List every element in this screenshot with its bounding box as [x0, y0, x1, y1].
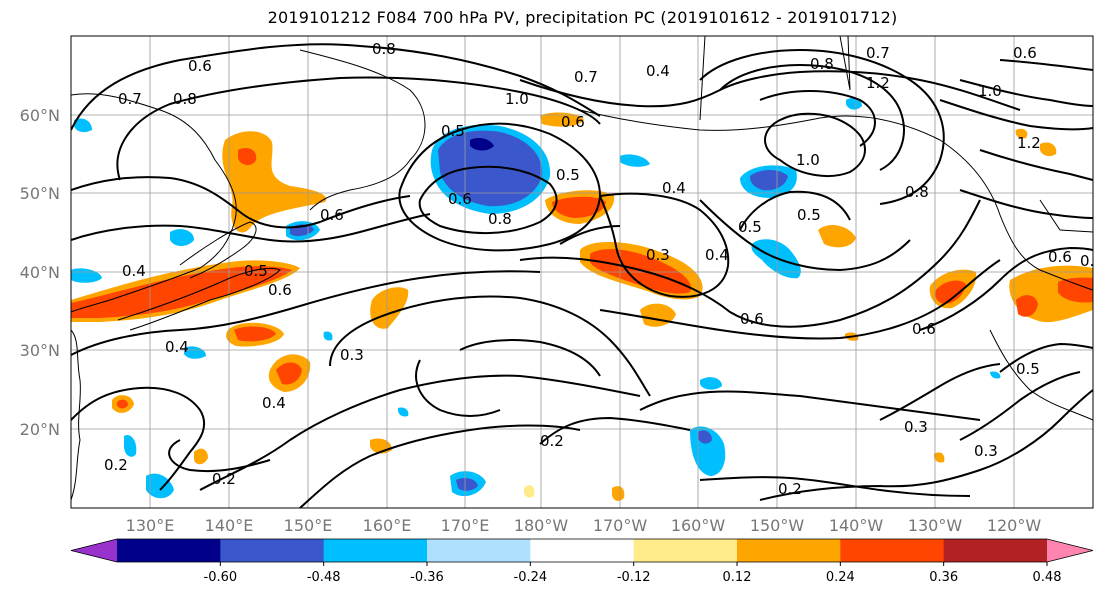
- contour-label: 0.4: [262, 394, 286, 412]
- colorbar-outline: [70, 538, 1094, 563]
- lat-label: 60°N: [20, 106, 60, 125]
- colorbar-tick-label: 0.24: [826, 570, 855, 585]
- contour-label: 0.6: [561, 113, 585, 131]
- contour-label: 0.8: [905, 183, 929, 201]
- contour-label: 0.3: [646, 246, 670, 264]
- contour-label: 0.7: [866, 44, 890, 62]
- colorbar-tick-label: -0.36: [410, 570, 444, 585]
- lon-label: 140°E: [205, 516, 254, 535]
- contour-label: 0.4: [646, 62, 670, 80]
- colorbar-tick-label: 0.12: [723, 570, 752, 585]
- colorbar-swatch: [427, 539, 531, 562]
- lat-label: 30°N: [20, 341, 60, 360]
- colorbar-swatch: [323, 539, 428, 562]
- contour-label: 1.2: [866, 74, 890, 92]
- lon-label: 160°W: [671, 516, 726, 535]
- contour-label: 0.5: [1016, 360, 1040, 378]
- colorbar-extend-high: [1047, 539, 1093, 562]
- lon-label: 150°E: [284, 516, 333, 535]
- lat-label: 50°N: [20, 184, 60, 203]
- lon-label: 160°E: [363, 516, 412, 535]
- contour-label: 0.6: [448, 190, 472, 208]
- colorbar-tick-label: -0.48: [307, 570, 341, 585]
- contour-label: 0.2: [1080, 252, 1104, 270]
- longitude-labels: 130°E 140°E 150°E 160°E 170°E 180°W 170°…: [126, 516, 1042, 535]
- lat-label: 40°N: [20, 263, 60, 282]
- colorbar-swatch: [530, 539, 635, 562]
- colorbar: -0.60 -0.48 -0.36 -0.24 -0.12 0.12 0.24 0.36 0.4…: [70, 538, 1094, 585]
- colorbar-tick-label: 0.36: [929, 570, 958, 585]
- contour-label: 0.5: [244, 262, 268, 280]
- pv-contours: [71, 43, 1093, 508]
- colorbar-swatch: [633, 539, 738, 562]
- contour-label: 0.2: [212, 470, 236, 488]
- contour-label: 0.2: [540, 432, 564, 450]
- contour-label: 1.0: [505, 90, 529, 108]
- contour-label: 1.2: [1017, 134, 1041, 152]
- lon-label: 150°W: [750, 516, 805, 535]
- contour-label: 0.3: [974, 442, 998, 460]
- contour-label: 0.6: [320, 206, 344, 224]
- graticule: [71, 36, 1093, 508]
- lon-label: 140°W: [829, 516, 884, 535]
- chart-title: 2019101212 F084 700 hPa PV, precipitatio…: [267, 8, 898, 27]
- contour-label: 0.2: [104, 456, 128, 474]
- contour-label: 0.8: [372, 40, 396, 58]
- lon-label: 170°W: [593, 516, 648, 535]
- contour-label: 0.4: [122, 262, 146, 280]
- contour-label: 0.6: [740, 310, 764, 328]
- contour-labels: 0.8 0.6 0.7 0.8 0.7 0.4 0.7 0.8 1.2 1.0 …: [104, 40, 1104, 498]
- contour-label: 0.8: [488, 210, 512, 228]
- map-frame: [70, 35, 1094, 509]
- contour-label: 0.5: [556, 166, 580, 184]
- colorbar-swatch: [117, 539, 221, 562]
- contour-label: 0.6: [912, 320, 936, 338]
- contour-label: 0.6: [1013, 44, 1037, 62]
- contour-label: 0.6: [268, 281, 292, 299]
- contour-label: 0.7: [574, 68, 598, 86]
- contour-label: 1.0: [796, 151, 820, 169]
- latitude-labels: 60°N 50°N 40°N 30°N 20°N: [20, 106, 60, 439]
- colorbar-swatch: [840, 539, 945, 562]
- colorbar-tick-label: -0.24: [514, 570, 548, 585]
- contour-label: 0.8: [173, 90, 197, 108]
- contour-label: 0.8: [810, 55, 834, 73]
- contour-label: 0.4: [662, 179, 686, 197]
- contour-label: 1.0: [978, 82, 1002, 100]
- precip-shading: [71, 98, 1093, 501]
- colorbar-tick-label: -0.12: [617, 570, 651, 585]
- colorbar-tick-label: 0.48: [1033, 570, 1062, 585]
- colorbar-tick-label: -0.60: [204, 570, 238, 585]
- contour-label: 0.6: [188, 57, 212, 75]
- lat-label: 20°N: [20, 420, 60, 439]
- contour-label: 0.6: [1048, 248, 1072, 266]
- contour-label: 0.3: [340, 346, 364, 364]
- contour-label: 0.4: [165, 338, 189, 356]
- lon-label: 170°E: [441, 516, 490, 535]
- colorbar-swatch: [943, 539, 1048, 562]
- contour-label: 0.7: [118, 90, 142, 108]
- contour-label: 0.2: [778, 480, 802, 498]
- colorbar-extend-low: [71, 539, 117, 562]
- contour-label: 0.5: [441, 122, 465, 140]
- contour-label: 0.5: [797, 206, 821, 224]
- lon-label: 130°E: [126, 516, 175, 535]
- lon-label: 130°W: [908, 516, 963, 535]
- contour-label: 0.3: [904, 418, 928, 436]
- lon-label: 180°W: [514, 516, 569, 535]
- colorbar-swatch: [220, 539, 325, 562]
- contour-label: 0.4: [705, 246, 729, 264]
- colorbar-swatch: [737, 539, 841, 562]
- contour-label: 0.5: [738, 218, 762, 236]
- lon-label: 120°W: [987, 516, 1042, 535]
